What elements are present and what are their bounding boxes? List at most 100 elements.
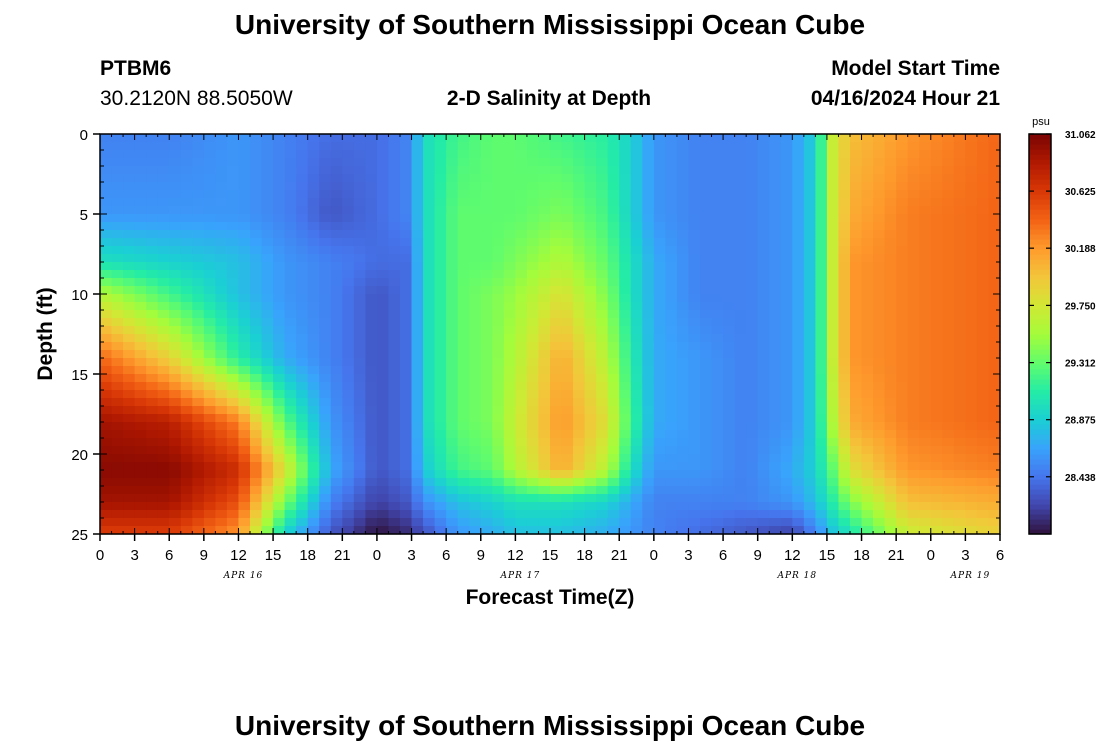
heatmap-cell xyxy=(100,462,113,471)
heatmap-cell xyxy=(457,446,470,455)
heatmap-cell xyxy=(596,158,609,167)
heatmap-cell xyxy=(884,302,897,311)
heatmap-cell xyxy=(353,350,366,359)
heatmap-cell xyxy=(157,238,170,247)
heatmap-cell xyxy=(192,326,205,335)
heatmap-cell xyxy=(573,494,586,503)
heatmap-cell xyxy=(215,390,228,399)
heatmap-cell xyxy=(284,414,297,423)
heatmap-cell xyxy=(734,486,747,495)
heatmap-cell xyxy=(919,174,932,183)
heatmap-cell xyxy=(688,494,701,503)
heatmap-cell xyxy=(561,310,574,319)
heatmap-cell xyxy=(757,470,770,479)
heatmap-cell xyxy=(169,230,182,239)
heatmap-cell xyxy=(503,278,516,287)
heatmap-cell xyxy=(850,478,863,487)
heatmap-cell xyxy=(953,142,966,151)
heatmap-cell xyxy=(803,374,816,383)
heatmap-cell xyxy=(503,206,516,215)
heatmap-cell xyxy=(111,462,124,471)
heatmap-cell xyxy=(423,230,436,239)
heatmap-cell xyxy=(607,182,620,191)
heatmap-cell xyxy=(538,526,551,535)
heatmap-cell xyxy=(896,222,909,231)
colorbar-segment xyxy=(1029,324,1051,330)
heatmap-cell xyxy=(965,238,978,247)
heatmap-cell xyxy=(665,158,678,167)
heatmap-cell xyxy=(676,294,690,303)
heatmap-cell xyxy=(815,398,828,407)
heatmap-cell xyxy=(930,382,943,391)
heatmap-cell xyxy=(376,150,390,159)
heatmap-cell xyxy=(896,182,909,191)
heatmap-cell xyxy=(746,414,759,423)
heatmap-cell xyxy=(607,326,620,335)
heatmap-cell xyxy=(965,262,978,271)
heatmap-cell xyxy=(296,350,309,359)
heatmap-cell xyxy=(238,278,251,287)
heatmap-cell xyxy=(838,222,851,231)
heatmap-cell xyxy=(226,502,240,511)
heatmap-cell xyxy=(353,158,366,167)
heatmap-cell xyxy=(261,238,274,247)
heatmap-cell xyxy=(365,254,378,263)
heatmap-cell xyxy=(861,446,874,455)
heatmap-cell xyxy=(480,430,493,439)
heatmap-cell xyxy=(180,238,193,247)
heatmap-cell xyxy=(330,478,343,487)
heatmap-cell xyxy=(492,294,505,303)
heatmap-cell xyxy=(180,390,193,399)
heatmap-cell xyxy=(630,142,643,151)
heatmap-cell xyxy=(134,182,147,191)
heatmap-cell xyxy=(250,342,263,351)
heatmap-cell xyxy=(780,142,793,151)
heatmap-cell xyxy=(700,526,713,535)
heatmap-cell xyxy=(550,326,563,335)
heatmap-cell xyxy=(423,358,436,367)
heatmap-cell xyxy=(976,518,990,527)
heatmap-cell xyxy=(769,238,782,247)
heatmap-cell xyxy=(919,382,932,391)
heatmap-cell xyxy=(792,326,805,335)
heatmap-cell xyxy=(238,366,251,375)
heatmap-cell xyxy=(226,222,240,231)
heatmap-cell xyxy=(573,270,586,279)
heatmap-cell xyxy=(261,422,274,431)
heatmap-cell xyxy=(988,502,1001,511)
heatmap-cell xyxy=(850,310,863,319)
heatmap-cell xyxy=(423,294,436,303)
heatmap-cell xyxy=(734,334,747,343)
heatmap-cell xyxy=(561,510,574,519)
heatmap-cell xyxy=(723,366,736,375)
heatmap-cell xyxy=(965,334,978,343)
heatmap-cell xyxy=(550,350,563,359)
heatmap-cell xyxy=(746,246,759,255)
heatmap-cell xyxy=(434,286,447,295)
heatmap-cell xyxy=(480,334,493,343)
heatmap-cell xyxy=(446,158,459,167)
heatmap-cell xyxy=(100,366,113,375)
heatmap-cell xyxy=(480,494,493,503)
heatmap-cell xyxy=(815,526,828,535)
heatmap-cell xyxy=(538,478,551,487)
heatmap-cell xyxy=(261,142,274,151)
heatmap-cell xyxy=(723,318,736,327)
colorbar-segment xyxy=(1029,304,1051,310)
heatmap-cell xyxy=(642,310,655,319)
heatmap-cell xyxy=(423,318,436,327)
heatmap-cell xyxy=(665,390,678,399)
heatmap-cell xyxy=(688,166,701,175)
heatmap-cell xyxy=(319,510,332,519)
heatmap-cell xyxy=(861,174,874,183)
x-tick-label: 21 xyxy=(611,547,628,564)
heatmap-cell xyxy=(423,174,436,183)
heatmap-cell xyxy=(550,342,563,351)
heatmap-cell xyxy=(676,366,690,375)
heatmap-cell xyxy=(676,190,690,199)
heatmap-cell xyxy=(942,398,955,407)
heatmap-cell xyxy=(607,318,620,327)
heatmap-cell xyxy=(988,510,1001,519)
date-label: APR 18 xyxy=(776,571,817,581)
heatmap-cell xyxy=(746,438,759,447)
